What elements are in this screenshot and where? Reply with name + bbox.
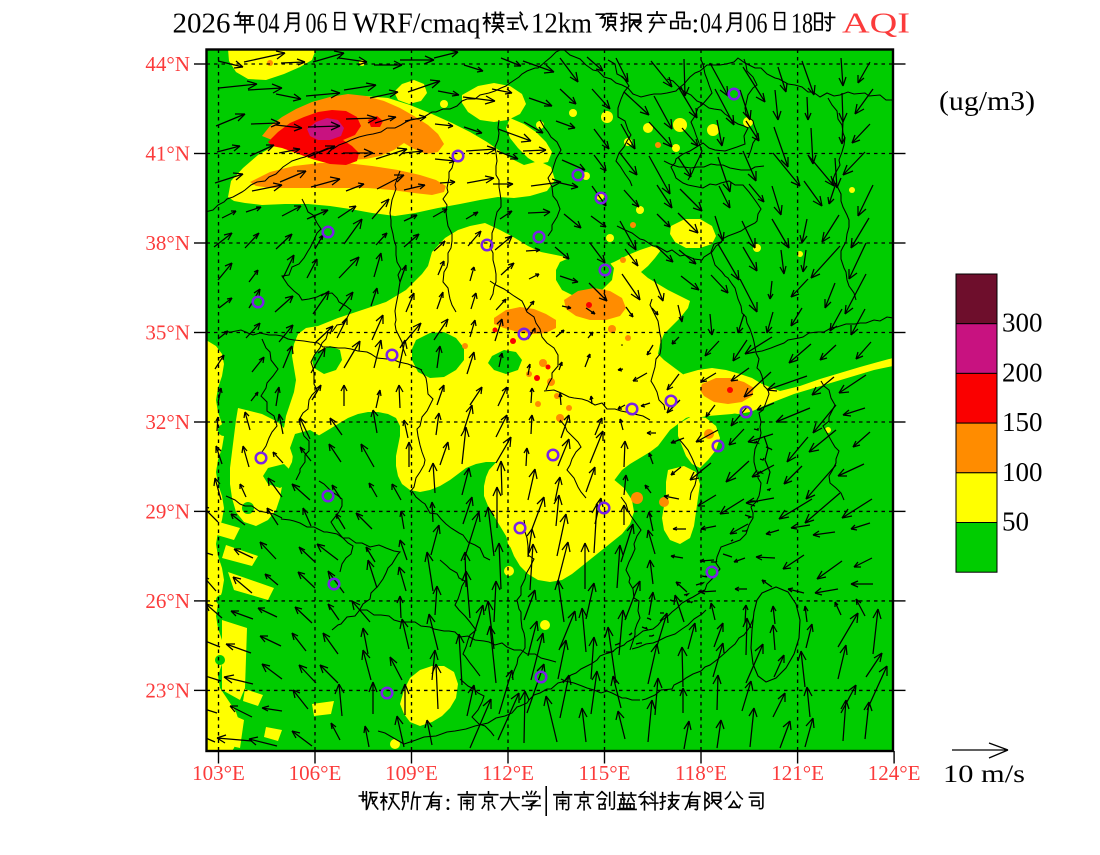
svg-text:06: 06: [306, 9, 328, 40]
svg-text:109°E: 109°E: [385, 761, 438, 785]
svg-text::: :: [692, 9, 700, 40]
svg-text:121°E: 121°E: [771, 761, 824, 785]
svg-text:18: 18: [791, 9, 813, 40]
svg-text:(ug/m3): (ug/m3): [939, 86, 1035, 116]
svg-text:35°N: 35°N: [145, 321, 190, 345]
svg-text:300: 300: [1002, 308, 1043, 338]
svg-text:124°E: 124°E: [868, 761, 921, 785]
svg-text:106°E: 106°E: [289, 761, 342, 785]
svg-text:04: 04: [258, 9, 280, 40]
svg-text:04: 04: [700, 9, 722, 40]
svg-text:AQI: AQI: [842, 9, 910, 40]
svg-text:10 m/s: 10 m/s: [943, 761, 1025, 788]
svg-text:32°N: 32°N: [145, 410, 190, 434]
svg-text:38°N: 38°N: [145, 231, 190, 255]
svg-text:103°E: 103°E: [192, 761, 245, 785]
svg-text:115°E: 115°E: [579, 761, 631, 785]
svg-text:100: 100: [1002, 457, 1043, 487]
svg-text::: :: [445, 790, 452, 816]
svg-text:112°E: 112°E: [482, 761, 534, 785]
svg-text:29°N: 29°N: [145, 500, 190, 524]
svg-text:06: 06: [746, 9, 768, 40]
svg-text:23°N: 23°N: [145, 678, 190, 702]
svg-text:118°E: 118°E: [675, 761, 727, 785]
svg-text:44°N: 44°N: [145, 52, 190, 76]
svg-text:2026: 2026: [173, 9, 231, 40]
svg-text:26°N: 26°N: [145, 589, 190, 613]
svg-text:12km: 12km: [531, 9, 592, 40]
svg-text:WRF/cmaq: WRF/cmaq: [353, 9, 481, 40]
svg-text:50: 50: [1002, 507, 1029, 537]
svg-text:41°N: 41°N: [145, 142, 190, 166]
svg-text:150: 150: [1002, 407, 1043, 437]
svg-text:200: 200: [1002, 357, 1043, 387]
